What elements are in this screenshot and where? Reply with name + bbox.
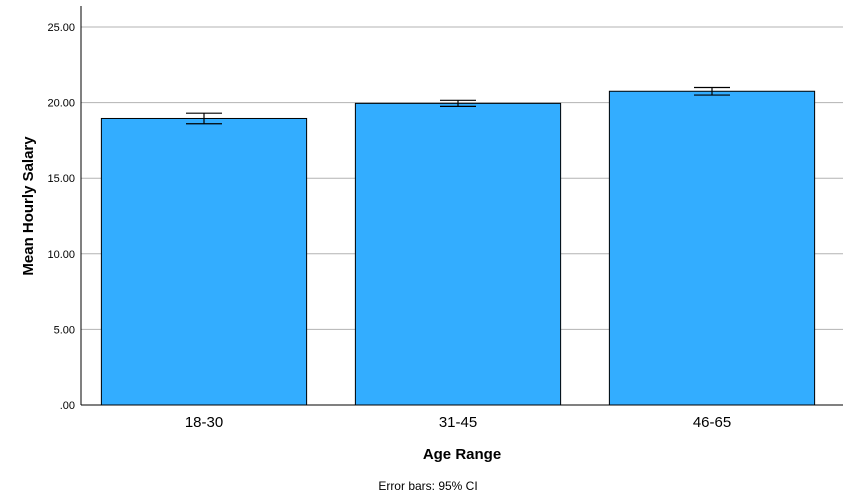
y-tick-label: 10.00	[47, 249, 75, 261]
axes	[80, 6, 843, 406]
y-tick-label: 20.00	[47, 98, 75, 110]
x-tick-label: 46-65	[693, 414, 731, 431]
x-axis-title: Age Range	[423, 446, 501, 463]
x-tick-label: 18-30	[185, 414, 223, 431]
y-tick-label: 5.00	[54, 324, 75, 336]
bar	[608, 90, 816, 406]
bar	[354, 102, 562, 406]
y-tick-label: 15.00	[47, 173, 75, 185]
y-tick-label: .00	[60, 400, 75, 412]
x-tick-label: 31-45	[439, 414, 477, 431]
error-bars	[186, 86, 730, 125]
y-axis-title: Mean Hourly Salary	[20, 136, 37, 276]
error-bars-footnote: Error bars: 95% CI	[378, 479, 477, 493]
x-tick-labels: 18-30 31-45 46-65	[185, 414, 731, 431]
y-tick-labels: .00 5.00 10.00 15.00 20.00 25.00	[47, 22, 75, 412]
bars	[100, 90, 816, 406]
bar	[100, 117, 308, 406]
y-tick-label: 25.00	[47, 22, 75, 34]
